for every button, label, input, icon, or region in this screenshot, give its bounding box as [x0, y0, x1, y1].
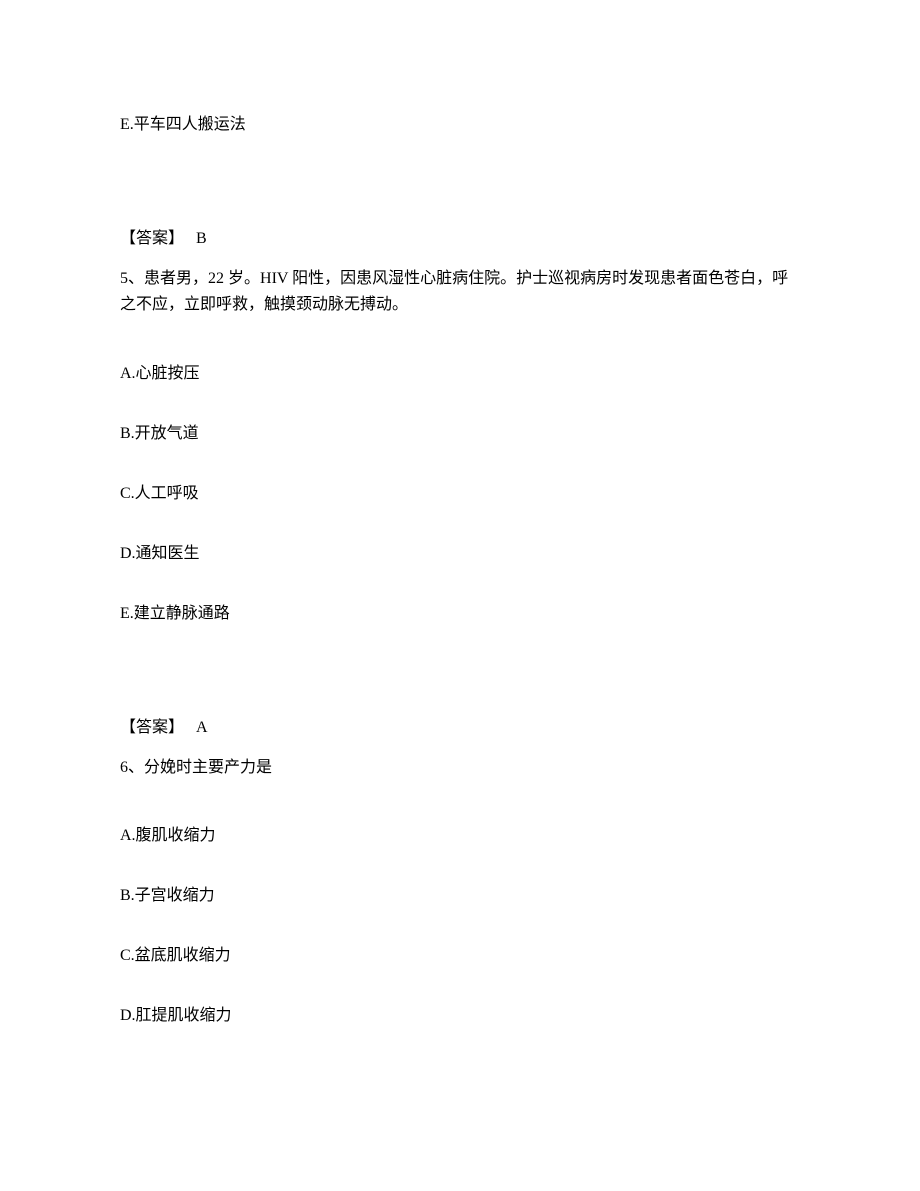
q6-option-c: C.盆底肌收缩力 — [120, 941, 800, 965]
q5-stem-text: 患者男，22 岁。HIV 阳性，因患风湿性心脏病住院。护士巡视病房时发现患者面色… — [120, 270, 788, 313]
orphan-option-e: E.平车四人搬运法 — [120, 110, 800, 134]
q5-answer-label: 【答案】 — [120, 719, 184, 736]
q6-option-d: D.肛提肌收缩力 — [120, 1001, 800, 1025]
q5-answer-block: 【答案】 A — [120, 713, 800, 737]
q5-option-a: A.心脏按压 — [120, 359, 800, 383]
q5-number: 5、 — [120, 270, 144, 287]
q6-option-b: B.子宫收缩力 — [120, 881, 800, 905]
q4-answer-block: 【答案】 B — [120, 224, 800, 248]
q4-answer-value: B — [196, 230, 207, 247]
q5-option-b: B.开放气道 — [120, 419, 800, 443]
q5-stem: 5、患者男，22 岁。HIV 阳性，因患风湿性心脏病住院。护士巡视病房时发现患者… — [120, 266, 800, 319]
q5-answer-value: A — [196, 719, 208, 736]
q5-option-e: E.建立静脉通路 — [120, 599, 800, 623]
q6-stem: 6、分娩时主要产力是 — [120, 755, 800, 781]
q6-stem-text: 分娩时主要产力是 — [144, 759, 272, 776]
q5-option-d: D.通知医生 — [120, 539, 800, 563]
q5-option-c: C.人工呼吸 — [120, 479, 800, 503]
q6-number: 6、 — [120, 759, 144, 776]
q4-answer-label: 【答案】 — [120, 230, 184, 247]
q6-option-a: A.腹肌收缩力 — [120, 821, 800, 845]
